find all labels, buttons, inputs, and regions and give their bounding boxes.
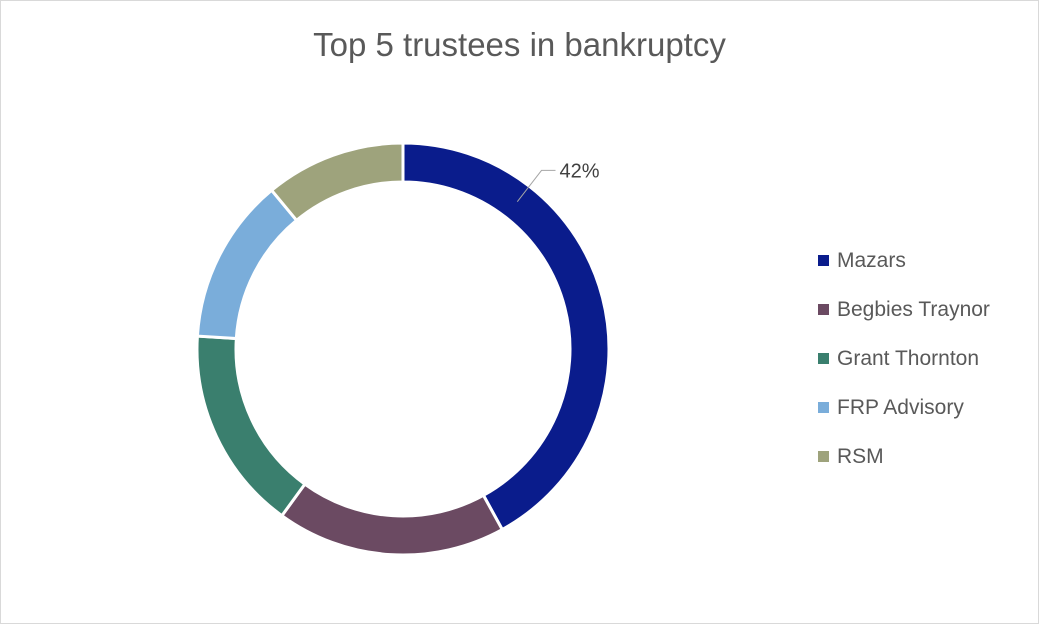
data-label-leader-mazars xyxy=(516,169,556,202)
legend-label-begbies-traynor: Begbies Traynor xyxy=(837,297,990,321)
legend-swatch-begbies-traynor xyxy=(818,304,829,315)
chart-title: Top 5 trustees in bankruptcy xyxy=(313,26,726,63)
legend-label-frp-advisory: FRP Advisory xyxy=(837,395,964,419)
legend-label-mazars: Mazars xyxy=(837,248,906,272)
legend-label-rsm: RSM xyxy=(837,444,884,468)
legend-swatch-rsm xyxy=(818,451,829,462)
donut-slice-begbies-traynor xyxy=(279,482,505,557)
legend-item-frp-advisory: FRP Advisory xyxy=(818,383,990,432)
legend-swatch-frp-advisory xyxy=(818,402,829,413)
donut-slice-rsm xyxy=(269,141,405,223)
legend-swatch-mazars xyxy=(818,255,829,266)
donut-slice-frp-advisory xyxy=(195,188,299,341)
donut-slice-mazars xyxy=(401,141,611,532)
legend-item-grant-thornton: Grant Thornton xyxy=(818,334,990,383)
legend-item-mazars: Mazars xyxy=(818,236,990,285)
legend-item-begbies-traynor: Begbies Traynor xyxy=(818,285,990,334)
legend-label-grant-thornton: Grant Thornton xyxy=(837,346,980,370)
chart-legend: Mazars Begbies Traynor Grant Thornton FRP A… xyxy=(818,236,990,481)
data-label-mazars: 42% xyxy=(560,160,600,182)
legend-swatch-grant-thornton xyxy=(818,353,829,364)
donut-slice-grant-thornton xyxy=(195,334,307,518)
legend-item-rsm: RSM xyxy=(818,432,990,481)
